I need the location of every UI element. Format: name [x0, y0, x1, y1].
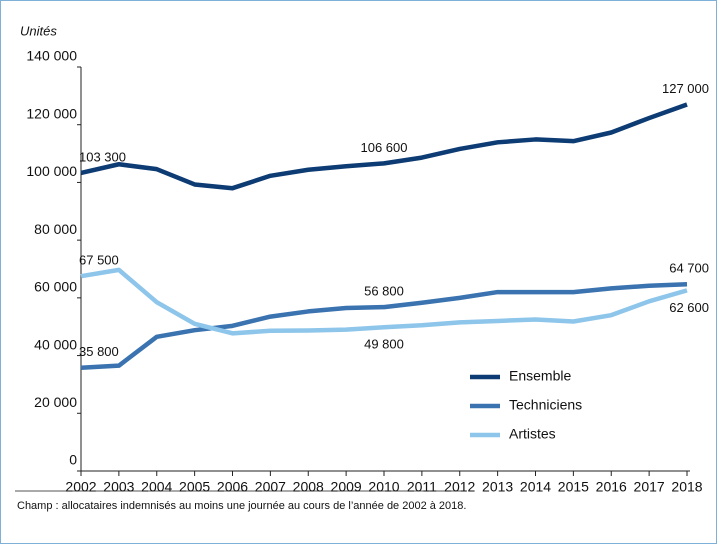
x-tick-label: 2007 — [255, 479, 286, 495]
x-tick-label: 2004 — [141, 479, 172, 495]
y-tick-label: 0 — [69, 452, 77, 468]
x-tick-label: 2018 — [671, 479, 702, 495]
x-tick-label: 2011 — [407, 479, 437, 495]
value-label: 62 600 — [669, 300, 709, 315]
y-axis-label: Unités — [20, 23, 57, 38]
value-label: 49 800 — [364, 337, 404, 352]
value-label: 35 800 — [79, 344, 119, 359]
y-tick-label: 60 000 — [34, 279, 77, 295]
value-label: 67 500 — [79, 253, 119, 268]
x-tick-label: 2017 — [634, 479, 665, 495]
x-tick-label: 2015 — [558, 479, 589, 495]
y-tick-label: 100 000 — [26, 163, 77, 179]
x-tick-label: 2010 — [368, 479, 399, 495]
y-tick-label: 80 000 — [34, 221, 77, 237]
value-label: 64 700 — [669, 261, 709, 276]
footnote: Champ : allocataires indemnisés au moins… — [17, 500, 466, 512]
y-tick-label: 40 000 — [34, 336, 77, 352]
y-tick-label: 140 000 — [26, 48, 77, 64]
x-tick-label: 2014 — [520, 479, 551, 495]
x-tick-label: 2009 — [331, 479, 362, 495]
x-tick-label: 2016 — [596, 479, 627, 495]
legend-label: Techniciens — [509, 397, 582, 413]
x-tick-label: 2008 — [293, 479, 324, 495]
value-label: 56 800 — [364, 284, 404, 299]
legend-label: Artistes — [509, 426, 556, 442]
value-label: 103 300 — [79, 149, 126, 164]
value-label: 106 600 — [361, 140, 408, 155]
series-line — [80, 267, 688, 336]
y-tick-label: 20 000 — [34, 394, 77, 410]
x-tick-label: 2006 — [217, 479, 248, 495]
x-tick-label: 2002 — [65, 479, 96, 495]
value-label: 127 000 — [662, 81, 709, 96]
x-tick-label: 2012 — [444, 479, 475, 495]
legend-label: Ensemble — [509, 368, 571, 384]
series-line — [80, 282, 688, 370]
x-tick-label: 2013 — [482, 479, 513, 495]
x-tick-label: 2005 — [179, 479, 210, 495]
series-line — [80, 102, 688, 191]
x-tick-label: 2003 — [103, 479, 134, 495]
y-tick-label: 120 000 — [26, 105, 77, 121]
